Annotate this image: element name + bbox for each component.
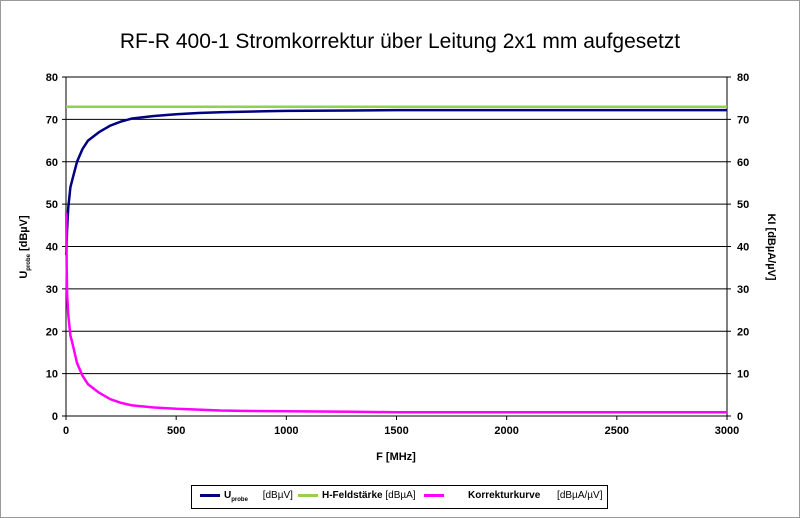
x-tick-label: 3000	[715, 425, 739, 437]
y-axis-left-title-unit: [dBµV]	[18, 215, 30, 251]
series-lines	[64, 105, 727, 414]
legend-swatch-hfeld	[298, 493, 318, 497]
x-axis-ticks: 0 500 1000 1500 2000 2500 3000	[63, 416, 739, 437]
series-line-uprobe	[64, 108, 727, 256]
y-tick-label: 70	[46, 114, 58, 126]
y-tick-label: 50	[46, 199, 58, 211]
y2-tick-label: 40	[737, 242, 749, 254]
y2-tick-label: 0	[737, 411, 743, 423]
legend-label-uprobe: U	[224, 490, 232, 501]
y-tick-label: 80	[46, 72, 58, 84]
y2-tick-label: 30	[737, 284, 749, 296]
y2-tick-label: 80	[737, 72, 749, 84]
y-axis-left-title: Uprobe [dBµV]	[18, 215, 32, 279]
x-tick-label: 500	[167, 425, 185, 437]
y2-tick-label: 20	[737, 326, 749, 338]
legend-label-korrektur: Korrekturkurve	[468, 490, 541, 501]
legend-item-korrektur: Korrekturkurve [dBµA/µV]	[424, 490, 602, 501]
legend-unit-hfeld: [dBµA]	[385, 490, 416, 501]
y-axis-right-title: KI [dBµA/µV]	[765, 213, 777, 280]
x-tick-label: 2500	[605, 425, 629, 437]
x-tick-label: 1000	[274, 425, 298, 437]
y2-tick-label: 50	[737, 199, 749, 211]
y-axis-right-ticks: 0 10 20 30 40 50 60 70 80	[727, 72, 749, 423]
y-tick-label: 20	[46, 326, 58, 338]
x-axis-title: F [MHz]	[376, 451, 416, 463]
legend-swatch-korrektur	[424, 493, 444, 497]
x-tick-label: 0	[63, 425, 69, 437]
y-axis-left-title-sub: probe	[26, 253, 32, 270]
x-tick-label: 1500	[384, 425, 408, 437]
legend-label-hfeld: H-Feldstärke	[322, 490, 383, 501]
y-tick-label: 10	[46, 369, 58, 381]
y-axis-left-ticks: 0 10 20 30 40 50 60 70 80	[46, 72, 66, 423]
y2-tick-label: 70	[737, 114, 749, 126]
y-tick-label: 60	[46, 157, 58, 169]
y2-tick-label: 60	[737, 157, 749, 169]
x-tick-label: 2000	[494, 425, 518, 437]
legend-label-uprobe-sub: probe	[231, 497, 248, 503]
chart-title: RF-R 400-1 Stromkorrektur über Leitung 2…	[119, 30, 681, 53]
y-tick-label: 0	[52, 411, 58, 423]
y-tick-label: 40	[46, 242, 58, 254]
legend-item-hfeld: H-Feldstärke [dBµA]	[298, 490, 416, 501]
legend: Uprobe [dBµV] H-Feldstärke [dBµA] Korrek…	[191, 485, 608, 509]
legend-unit-uprobe: [dBµV]	[262, 490, 293, 501]
legend-item-uprobe: Uprobe [dBµV]	[200, 490, 293, 503]
legend-swatch-uprobe	[200, 493, 220, 497]
y-tick-label: 30	[46, 284, 58, 296]
series-line-korrektur	[64, 212, 727, 414]
legend-unit-korrektur: [dBµA/µV]	[557, 490, 603, 501]
y-axis-left-title-main: U	[18, 271, 30, 279]
grid-lines	[66, 118, 727, 375]
y2-tick-label: 10	[737, 369, 749, 381]
